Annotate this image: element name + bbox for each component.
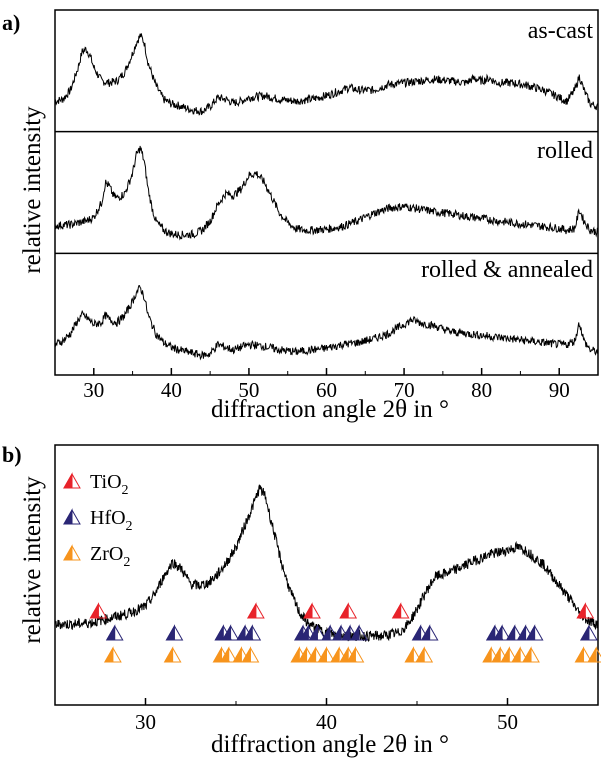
legend-subscript: 2	[126, 519, 133, 534]
legend-subscript: 2	[122, 483, 129, 498]
marker-zro2	[104, 646, 122, 663]
legend-subscript: 2	[123, 555, 130, 570]
marker-hfo2	[580, 624, 598, 641]
marker-zro2	[219, 646, 238, 663]
marker-hfo2	[243, 624, 262, 641]
panel-b-x-axis-title: diffraction angle 2θ in °	[211, 731, 449, 758]
panel-b-trace	[54, 484, 599, 642]
legend-zro2-icon	[63, 544, 81, 561]
marker-zro2	[404, 646, 423, 663]
marker-tio2	[339, 602, 358, 619]
marker-hfo2	[525, 624, 544, 641]
marker-zro2	[306, 646, 325, 663]
marker-hfo2	[350, 624, 368, 641]
marker-zro2	[522, 646, 540, 663]
legend-label: TiO2	[90, 471, 129, 498]
marker-zro2	[346, 646, 365, 663]
marker-zro2	[330, 646, 349, 663]
panel-a-label: a)	[2, 10, 20, 35]
marker-zro2	[574, 646, 593, 663]
legend-hfo2-icon	[63, 508, 81, 525]
legend-label: HfO2	[90, 507, 133, 534]
panel-a-traces	[54, 33, 599, 361]
x-tick-label: 40	[316, 710, 337, 734]
marker-tio2	[247, 602, 265, 619]
x-tick-label: 60	[316, 378, 337, 402]
marker-hfo2	[332, 624, 350, 641]
marker-tio2	[89, 602, 108, 619]
x-tick-label: 40	[161, 378, 182, 402]
marker-hfo2	[341, 624, 359, 641]
panel-b-plot-area	[54, 444, 599, 706]
panel-a-plot-area	[54, 9, 599, 376]
legend-main: TiO	[90, 471, 122, 493]
marker-hfo2	[299, 624, 318, 641]
marker-hfo2	[321, 624, 339, 641]
legend-tio2-icon	[63, 472, 81, 489]
x-tick-label: 80	[471, 378, 492, 402]
marker-hfo2	[105, 624, 124, 641]
x-tick-label: 30	[135, 710, 156, 734]
panel-b-x-ticks: 30 40 50	[54, 698, 599, 734]
marker-zro2	[297, 646, 316, 663]
panel-a-x-axis-title: diffraction angle 2θ in °	[211, 396, 449, 423]
legend-main: HfO	[90, 507, 126, 529]
marker-zro2	[500, 646, 519, 663]
marker-hfo2	[411, 624, 430, 641]
marker-hfo2	[493, 624, 511, 641]
x-tick-label: 90	[549, 378, 570, 402]
trace-xrd	[54, 484, 599, 642]
legend-main: ZrO	[90, 543, 123, 565]
panel-b-y-axis-title: relative intensity	[19, 476, 46, 644]
marker-zro2	[232, 646, 251, 663]
x-tick-label: 30	[83, 378, 104, 402]
marker-hfo2	[516, 624, 535, 641]
sample-label-rolled: rolled	[537, 138, 593, 164]
marker-zro2	[587, 646, 601, 663]
marker-tio2	[576, 602, 595, 619]
legend-label: ZrO2	[90, 543, 130, 570]
marker-tio2	[303, 602, 321, 619]
panel-a-y-axis-title: relative intensity	[19, 106, 46, 274]
marker-tio2	[391, 602, 410, 619]
panel-b-label: b)	[2, 442, 22, 467]
marker-zro2	[511, 646, 530, 663]
marker-hfo2	[420, 624, 439, 641]
trace-rolled-annealed	[54, 285, 599, 361]
panel-b-reflection-markers	[89, 602, 601, 663]
marker-hfo2	[505, 624, 524, 641]
marker-zro2	[163, 646, 182, 663]
sample-label-as-cast: as-cast	[528, 18, 594, 44]
marker-hfo2	[308, 624, 327, 641]
trace-as-cast	[54, 33, 599, 116]
marker-zro2	[491, 646, 510, 663]
marker-zro2	[415, 646, 434, 663]
marker-zro2	[482, 646, 501, 663]
x-tick-label: 70	[394, 378, 415, 402]
marker-zro2	[241, 646, 260, 663]
marker-zro2	[317, 646, 336, 663]
marker-hfo2	[165, 624, 184, 641]
sample-label-rolled-annealed: rolled & annealed	[421, 257, 593, 283]
x-tick-label: 50	[497, 710, 518, 734]
x-tick-label: 50	[238, 378, 259, 402]
panel-a-x-ticks: 30 40 50 60 70 80 90	[54, 368, 599, 402]
marker-hfo2	[221, 624, 240, 641]
trace-rolled	[54, 145, 599, 241]
